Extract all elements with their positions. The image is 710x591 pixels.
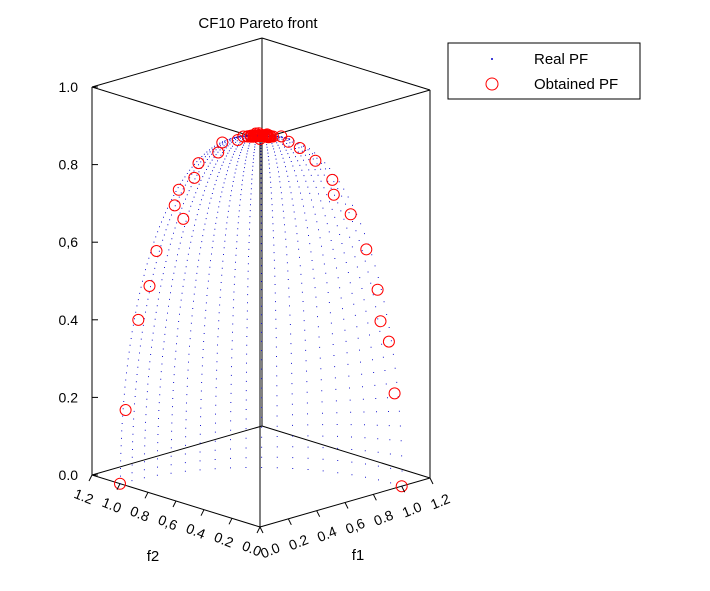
x-tick-label: 0.0 (258, 539, 282, 561)
legend-obtained-marker (485, 77, 499, 91)
y-tick-mark (88, 474, 93, 482)
x-tick-mark (259, 526, 264, 534)
obtained-pf-point (327, 188, 340, 201)
obtained-pf-point (326, 173, 339, 186)
z-tick-label: 0,6 (59, 234, 79, 250)
box-edge (91, 86, 261, 140)
legend-box (447, 42, 641, 100)
y-tick-label: 0.2 (212, 529, 236, 551)
legend-real-marker (491, 58, 493, 60)
obtained-pf-point (395, 480, 408, 493)
box-edge (261, 37, 431, 91)
y-tick-mark (144, 492, 149, 499)
y-tick-mark (172, 500, 177, 508)
y-tick-label: 1.2 (72, 485, 96, 507)
z-tick-label: 1.0 (59, 79, 79, 95)
x-tick-mark (344, 502, 349, 509)
z-tick-label: 0.0 (59, 467, 79, 483)
obtained-pf-point (388, 387, 401, 400)
x-tick-label: 1.2 (428, 490, 452, 512)
obtained-pf-point (192, 157, 205, 170)
y-tick-mark (256, 526, 261, 534)
obtained-pf-point (382, 335, 395, 348)
obtained-pf-point (374, 315, 387, 328)
chart-title: CF10 Pareto front (198, 15, 318, 32)
box-edge (259, 89, 431, 140)
x-tick-label: 1.0 (400, 498, 424, 520)
x-axis-label: f1 (352, 547, 365, 564)
obtained-pf-point (245, 130, 257, 143)
y-tick-mark (228, 518, 233, 525)
legend: Real PF Obtained PF (447, 42, 641, 100)
y-tick-label: 1.0 (100, 494, 124, 516)
obtained-pf-point (150, 245, 163, 257)
z-tick-label: 0.2 (59, 389, 79, 405)
y-tick-label: 0.4 (184, 520, 208, 542)
x-tick-label: 0.8 (371, 507, 395, 529)
x-tick-mark (401, 485, 406, 493)
obtained-pf-point (371, 283, 384, 296)
obtained-pf-series (114, 127, 408, 493)
x-tick-mark (316, 510, 321, 517)
obtained-pf-point (143, 280, 156, 292)
x-tick-label: 0,6 (343, 515, 367, 537)
legend-real-label: Real PF (534, 51, 588, 68)
x-tick-mark (287, 518, 292, 526)
obtained-pf-point (188, 171, 201, 184)
plot-box (91, 37, 431, 528)
box-edge (91, 37, 263, 88)
obtained-pf-point (241, 130, 254, 143)
obtained-pf-point (119, 404, 132, 416)
box-edge (261, 425, 431, 479)
obtained-pf-point (168, 199, 181, 212)
obtained-pf-point (172, 183, 185, 196)
z-tick-label: 0.8 (59, 157, 79, 173)
obtained-pf-point (216, 136, 229, 149)
axis-ticks: 0.00.20.40,60.81.00.0 0.2 0.4 0,6 0.8 1.0 1.20… (59, 79, 453, 561)
y-axis-label: f2 (147, 548, 160, 565)
real-pf-points (120, 134, 403, 487)
obtained-pf-point (114, 477, 126, 490)
x-tick-mark (429, 477, 434, 485)
y-tick-mark (200, 509, 205, 516)
obtained-pf-point (344, 208, 357, 221)
x-tick-label: 0.4 (315, 523, 339, 545)
obtained-pf-point (212, 146, 225, 159)
obtained-pf-point (360, 243, 373, 256)
obtained-pf-point (309, 154, 322, 167)
x-tick-label: 0.2 (286, 531, 310, 553)
y-tick-mark (116, 483, 121, 490)
x-tick-mark (372, 494, 377, 501)
y-tick-label: 0.8 (128, 503, 152, 525)
y-tick-label: 0.0 (240, 537, 264, 559)
real-pf-series (120, 134, 403, 487)
obtained-pf-point (177, 212, 190, 225)
obtained-pf-point (132, 313, 145, 326)
y-tick-label: 0,6 (156, 511, 180, 533)
box-edge (91, 425, 263, 476)
obtained-pf-point (293, 142, 306, 154)
legend-obtained-label: Obtained PF (534, 76, 618, 93)
z-tick-label: 0.4 (59, 312, 79, 328)
